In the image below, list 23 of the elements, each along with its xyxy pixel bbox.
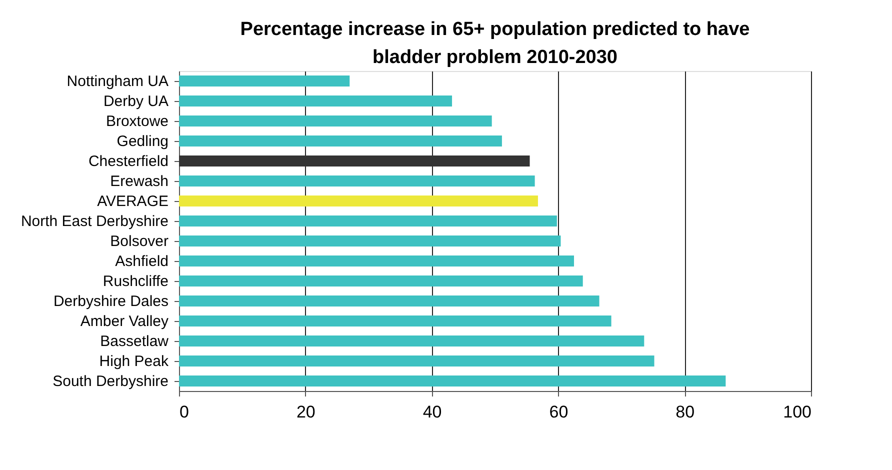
y-tick-label: AVERAGE: [97, 193, 168, 210]
y-tick-label: Chesterfield: [88, 153, 168, 170]
x-tick-label: 60: [549, 402, 568, 422]
y-tick-label: Erewash: [110, 173, 168, 190]
y-tick-label: Derby UA: [103, 93, 168, 110]
chart-title: Percentage increase in 65+ population predicted to have bladder problem 2010-2030: [240, 19, 750, 68]
y-tick-label: Ashfield: [115, 253, 168, 270]
x-tick-label: 80: [676, 402, 695, 422]
y-tick-label: High Peak: [99, 353, 169, 370]
y-tick-label: Amber Valley: [80, 313, 169, 330]
y-tick-label: South Derbyshire: [52, 373, 168, 390]
x-tick-label: 20: [296, 402, 316, 422]
y-tick-label: Bolsover: [110, 233, 169, 250]
y-tick-label: Bassetlaw: [100, 333, 169, 350]
y-tick-label: Derbyshire Dales: [53, 293, 168, 310]
y-tick-label: Broxtowe: [106, 113, 168, 130]
y-tick-label: North East Derbyshire: [20, 213, 168, 230]
y-tick-label: Rushcliffe: [102, 273, 168, 290]
y-tick-label: Nottingham UA: [66, 73, 168, 90]
y-tick-label: Gedling: [116, 133, 168, 150]
x-tick-label: 100: [783, 402, 812, 422]
x-tick-label: 40: [422, 402, 442, 422]
x-tick-label: 0: [180, 402, 189, 422]
